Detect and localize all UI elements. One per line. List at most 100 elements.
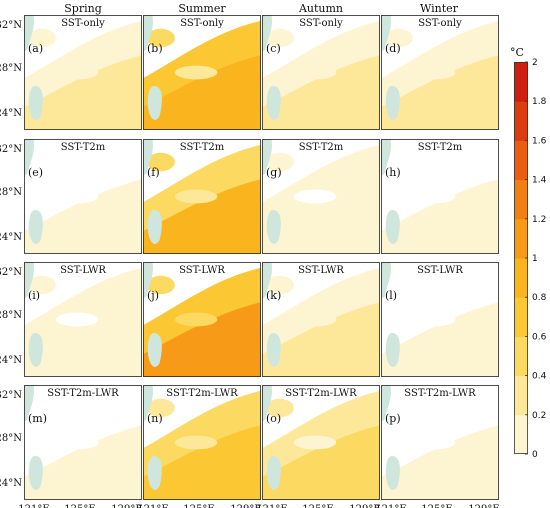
land-taiwan bbox=[385, 456, 400, 490]
lon-tick-label: 129°E bbox=[230, 504, 261, 508]
colorbar-tick-label: 1.8 bbox=[532, 97, 547, 107]
panel-letter: (o) bbox=[266, 412, 281, 425]
panel-letter: (h) bbox=[385, 166, 401, 179]
panel-e: SST-T2m (e) 32°N 28°N 24°N bbox=[0, 139, 142, 254]
colorbar-segment bbox=[514, 414, 528, 455]
season-header-winter: Winter bbox=[420, 2, 459, 15]
experiment-label: SST-LWR bbox=[298, 265, 344, 276]
land-taiwan bbox=[385, 333, 400, 367]
panel-letter: (j) bbox=[147, 289, 159, 302]
field-core bbox=[262, 302, 380, 377]
experiment-label: SST-only bbox=[61, 18, 105, 29]
field-core bbox=[262, 55, 380, 130]
field-core bbox=[381, 55, 499, 130]
field-core bbox=[24, 425, 142, 500]
panel-frame bbox=[262, 262, 380, 377]
panel-frame bbox=[381, 262, 499, 377]
land-coast bbox=[143, 262, 153, 299]
field-patch bbox=[174, 65, 218, 80]
panel-letter: (d) bbox=[385, 42, 401, 55]
lon-tick-label: 125°E bbox=[302, 504, 333, 508]
panel-frame bbox=[143, 385, 261, 500]
colorbar-tick-label: 0.2 bbox=[532, 411, 546, 421]
land-taiwan bbox=[147, 86, 162, 120]
field-patch bbox=[265, 152, 294, 172]
land-coast bbox=[381, 139, 391, 176]
colorbar-tick-label: 0.8 bbox=[532, 293, 547, 303]
experiment-label: SST-LWR bbox=[60, 265, 106, 276]
panel-j: SST-LWR (j) bbox=[143, 262, 261, 377]
experiment-label: SST-T2m-LWR bbox=[47, 388, 119, 399]
panel-letter: (m) bbox=[28, 412, 47, 425]
lon-tick-label: 125°E bbox=[64, 504, 95, 508]
season-header-summer: Summer bbox=[178, 2, 226, 15]
land-coast bbox=[262, 15, 272, 52]
experiment-label: SST-T2m bbox=[299, 142, 344, 153]
colorbar-segment bbox=[514, 140, 528, 181]
colorbar: °C 0 0.2 0.4 0.6 0.8 1 1.2 1.4 1.6 1.8 2 bbox=[510, 46, 547, 460]
panel-n: SST-T2m-LWR (n) 121°E 125°E 129°E bbox=[137, 385, 262, 508]
lat-tick-label: 24°N bbox=[0, 355, 22, 366]
field-patch bbox=[27, 152, 56, 172]
colorbar-segment bbox=[514, 258, 528, 298]
panel-letter: (f) bbox=[147, 166, 160, 179]
panel-o: SST-T2m-LWR (o) 121°E 125°E 129°E bbox=[256, 385, 381, 508]
field-patch bbox=[384, 398, 413, 418]
field-core bbox=[143, 425, 261, 500]
land-taiwan bbox=[28, 86, 43, 120]
land-taiwan bbox=[28, 210, 43, 244]
colorbar-tick-label: 1.6 bbox=[532, 136, 547, 146]
colorbar-tick-label: 0.4 bbox=[532, 372, 547, 382]
field-patch bbox=[412, 65, 456, 80]
field-patch bbox=[293, 65, 337, 80]
panel-frame bbox=[24, 385, 142, 500]
field-patch bbox=[384, 152, 413, 172]
panel-f: SST-T2m (f) bbox=[143, 139, 261, 254]
field-patch bbox=[293, 189, 337, 204]
colorbar-tick-label: 0 bbox=[532, 450, 538, 460]
lon-tick-label: 129°E bbox=[468, 504, 499, 508]
experiment-label: SST-only bbox=[418, 18, 462, 29]
field-patch bbox=[265, 28, 294, 48]
field-core bbox=[381, 425, 499, 500]
field-patch bbox=[265, 398, 294, 418]
land-coast bbox=[24, 262, 34, 299]
experiment-label: SST-LWR bbox=[417, 265, 463, 276]
land-coast bbox=[143, 15, 153, 52]
field-patch bbox=[55, 65, 99, 80]
lon-tick-label: 121°E bbox=[18, 504, 49, 508]
land-coast bbox=[381, 385, 391, 422]
field-core bbox=[143, 302, 261, 377]
lat-tick-label: 24°N bbox=[0, 478, 22, 489]
experiment-label: SST-only bbox=[180, 18, 224, 29]
lat-tick-label: 28°N bbox=[0, 433, 22, 444]
field-patch bbox=[412, 435, 456, 450]
field-patch bbox=[27, 28, 56, 48]
colorbar-segment bbox=[514, 218, 528, 259]
field-patch bbox=[174, 189, 218, 204]
panel-m: SST-T2m-LWR (m) 32°N 28°N 24°N 121°E 125°E 129°… bbox=[0, 385, 143, 508]
field-core bbox=[143, 179, 261, 254]
lat-tick-label: 32°N bbox=[0, 144, 22, 155]
colorbar-segment bbox=[514, 297, 528, 337]
panel-letter: (g) bbox=[266, 166, 282, 179]
panel-letter: (i) bbox=[28, 289, 40, 302]
lat-tick-label: 32°N bbox=[0, 390, 22, 401]
panel-letter: (p) bbox=[385, 412, 401, 425]
land-coast bbox=[381, 262, 391, 299]
land-coast bbox=[262, 139, 272, 176]
colorbar-tick-label: 1.4 bbox=[532, 176, 547, 186]
land-taiwan bbox=[266, 86, 281, 120]
lat-tick-label: 28°N bbox=[0, 63, 22, 74]
field-patch bbox=[384, 275, 413, 295]
experiment-label: SST-T2m-LWR bbox=[285, 388, 357, 399]
field-patch bbox=[55, 435, 99, 450]
experiment-label: SST-T2m bbox=[418, 142, 463, 153]
experiment-label: SST-T2m bbox=[180, 142, 225, 153]
field-patch bbox=[146, 275, 175, 295]
colorbar-segment bbox=[514, 101, 528, 141]
panel-frame bbox=[24, 15, 142, 130]
land-coast bbox=[262, 385, 272, 422]
panel-d: SST-only (d) bbox=[381, 15, 499, 130]
